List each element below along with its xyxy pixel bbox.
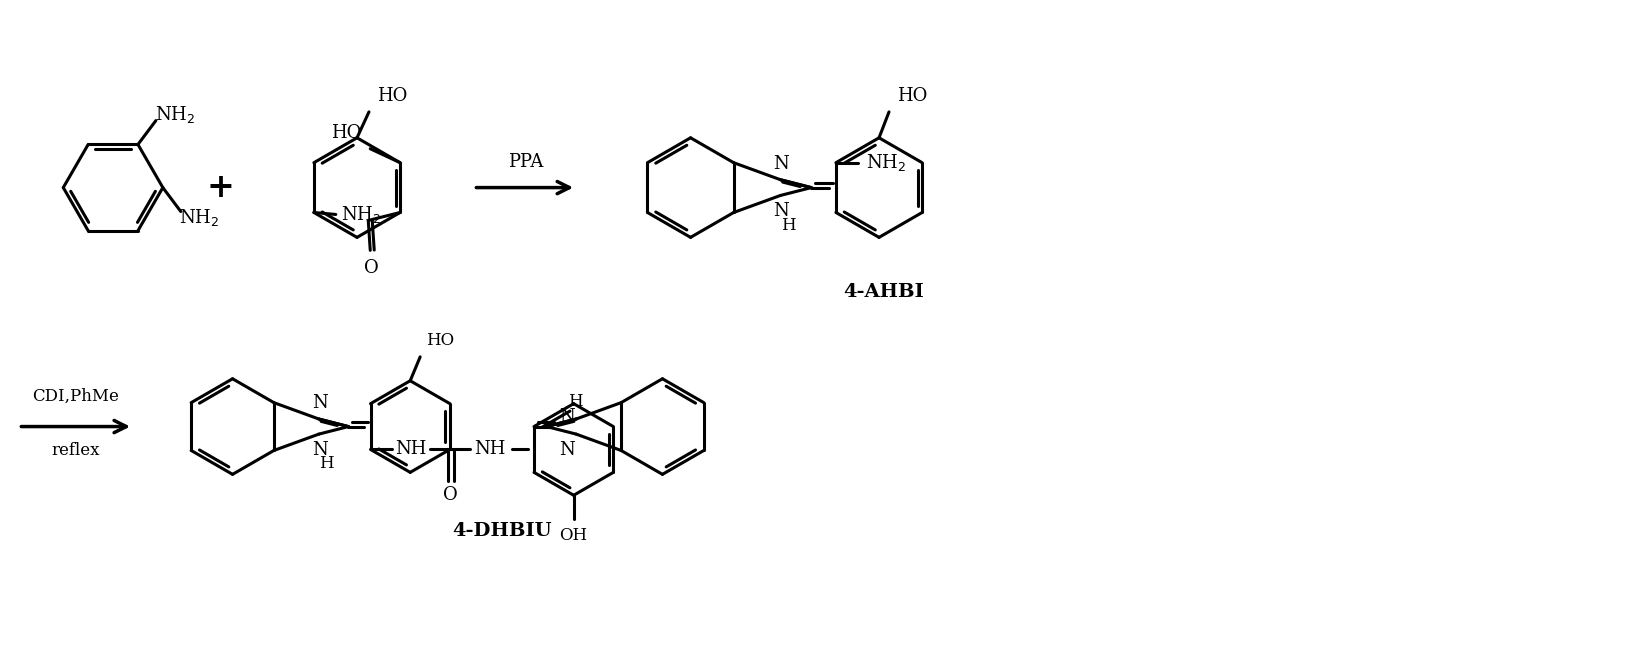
Text: H: H (781, 217, 796, 234)
Text: N: N (559, 441, 576, 459)
Text: HO: HO (897, 87, 928, 105)
Text: N: N (313, 394, 327, 412)
Text: NH: NH (474, 441, 505, 459)
Text: HO: HO (426, 333, 454, 349)
Text: NH$_2$: NH$_2$ (865, 152, 906, 173)
Text: N: N (773, 155, 790, 173)
Text: 4-DHBIU: 4-DHBIU (452, 522, 551, 540)
Text: CDI,PhMe: CDI,PhMe (31, 388, 118, 405)
Text: NH$_2$: NH$_2$ (179, 207, 220, 228)
Text: N: N (773, 203, 790, 221)
Text: H: H (568, 393, 582, 410)
Text: NH: NH (395, 441, 426, 459)
Text: H: H (319, 455, 334, 472)
Text: NH$_2$: NH$_2$ (155, 104, 196, 125)
Text: HO: HO (377, 87, 408, 105)
Text: O: O (364, 259, 378, 277)
Text: 4-AHBI: 4-AHBI (844, 283, 924, 301)
Text: reflex: reflex (51, 442, 99, 459)
Text: N: N (559, 408, 576, 426)
Text: OH: OH (559, 527, 587, 543)
Text: N: N (313, 441, 327, 459)
Text: NH$_2$: NH$_2$ (341, 204, 382, 225)
Text: O: O (443, 487, 457, 504)
Text: +: + (207, 171, 235, 204)
Text: HO: HO (331, 124, 362, 142)
Text: PPA: PPA (508, 153, 543, 171)
